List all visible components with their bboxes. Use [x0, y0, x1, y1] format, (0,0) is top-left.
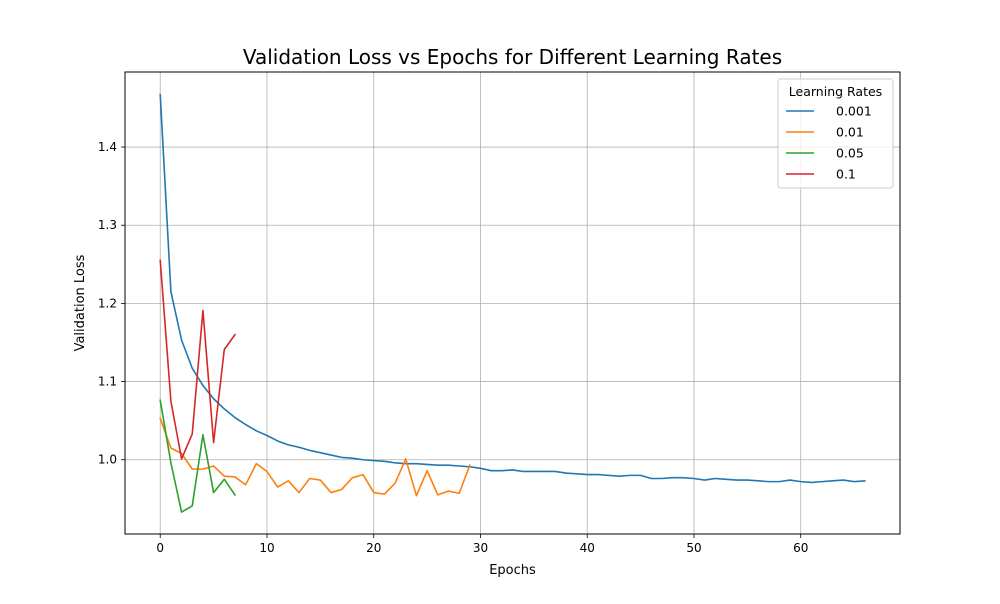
- series-line-0.1: [159, 259, 237, 460]
- y-tick-label: 1.1: [98, 375, 117, 389]
- y-tick-label: 1.4: [98, 140, 117, 154]
- legend-box: [777, 78, 894, 189]
- axis-ticks: 0 10 20 30 40 50 60 1.0 1.1 1.2 1.3 1.4: [98, 140, 808, 555]
- series-layer: [159, 93, 866, 513]
- legend-label-0.1: 0.1: [836, 167, 856, 182]
- x-tick-label: 0: [156, 541, 164, 555]
- y-axis-label: Validation Loss: [73, 254, 88, 351]
- legend-title: Learning Rates: [789, 84, 882, 99]
- legend-label-0.05: 0.05: [836, 146, 864, 161]
- series-line-0.01: [159, 417, 471, 497]
- x-axis-label: Epochs: [489, 563, 536, 578]
- legend-label-0.001: 0.001: [836, 104, 872, 119]
- x-tick-label: 60: [793, 541, 808, 555]
- legend-entries: 0.001 0.01 0.05 0.1: [786, 104, 872, 182]
- y-tick-label: 1.3: [98, 218, 117, 232]
- series-line-0.05: [159, 399, 237, 513]
- x-tick-label: 20: [366, 541, 381, 555]
- series-line-0.001: [159, 93, 866, 484]
- x-tick-label: 10: [259, 541, 274, 555]
- x-tick-label: 40: [580, 541, 595, 555]
- legend-label-0.01: 0.01: [836, 125, 864, 140]
- x-tick-label: 50: [686, 541, 701, 555]
- legend: Learning Rates 0.001 0.01 0.05 0.1: [777, 78, 894, 189]
- chart-title: Validation Loss vs Epochs for Different …: [243, 45, 782, 69]
- grid-lines: [125, 72, 900, 534]
- x-tick-label: 30: [473, 541, 488, 555]
- y-tick-label: 1.0: [98, 453, 117, 467]
- y-tick-label: 1.2: [98, 296, 117, 310]
